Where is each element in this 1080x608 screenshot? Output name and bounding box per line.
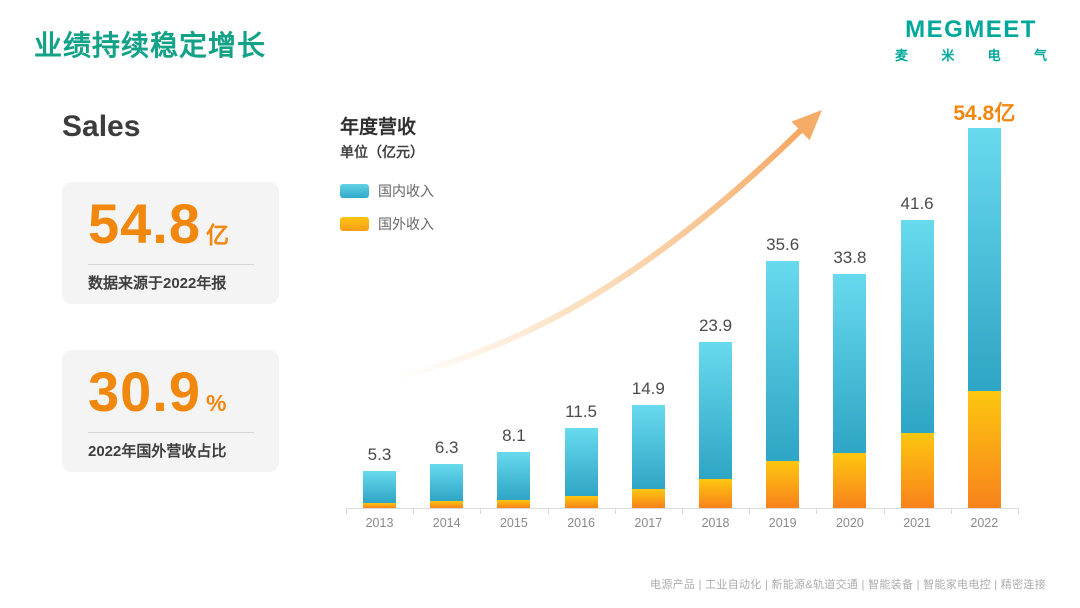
bar-2014: [430, 464, 464, 508]
stat-card-revenue: 54.8 亿 数据来源于2022年报: [62, 182, 279, 304]
legend-label-domestic: 国内收入: [378, 183, 434, 199]
axis-tick: [346, 509, 347, 514]
divider: [88, 432, 254, 433]
bar-segment-overseas: [766, 460, 800, 508]
divider: [88, 264, 254, 265]
bar-value-label: 23.9: [698, 316, 733, 336]
stat-number-revenue: 54.8: [88, 192, 201, 255]
x-tick-label: 2019: [768, 516, 797, 530]
axis-tick: [480, 509, 482, 514]
x-tick-label: 2013: [365, 516, 394, 530]
chart-unit-label: 单位（亿元）: [340, 144, 424, 160]
stat-caption-overseas-share: 2022年国外营收占比: [88, 443, 227, 460]
bar-2015: [497, 451, 531, 508]
bar-value-label: 6.3: [434, 438, 459, 458]
axis-tick: [950, 509, 952, 514]
bar-segment-domestic: [900, 219, 934, 434]
bar-2018: [699, 342, 732, 508]
bar-segment-overseas: [833, 452, 867, 508]
footer-business-lines: 电源产品 | 工业自动化 | 新能源&轨道交通 | 智能装备 | 智能家电电控 …: [650, 579, 1046, 591]
axis-tick: [547, 509, 549, 514]
x-tick-label: 2015: [499, 516, 528, 530]
bar-segment-overseas: [497, 499, 531, 508]
bar-value-label: 33.8: [833, 247, 867, 267]
x-tick-label: 2021: [903, 516, 931, 530]
bar-segment-overseas: [430, 501, 464, 508]
bar-segment-overseas: [699, 478, 732, 508]
bar-value-label: 14.9: [631, 378, 665, 398]
bar-segment-domestic: [699, 342, 732, 479]
bar-segment-domestic: [564, 428, 598, 496]
sales-heading: Sales: [62, 110, 141, 143]
x-tick-label: 2017: [634, 516, 663, 530]
legend-swatch-overseas: [340, 217, 369, 231]
plot-area: 5.3 2013 6.3 2014 8.1 2015 11.5 2016 14.9 2017 23.…: [346, 90, 1019, 530]
bar-2021: [900, 219, 934, 508]
stat-suffix-revenue: 亿: [206, 222, 229, 248]
bar-segment-overseas: [631, 489, 665, 508]
bar-segment-domestic: [967, 128, 1001, 391]
legend-item-domestic: 国内收入: [340, 181, 434, 201]
bar-segment-overseas: [564, 495, 598, 508]
bar-segment-domestic: [766, 261, 800, 461]
legend-label-overseas: 国外收入: [378, 216, 434, 232]
chart-title: 年度营收: [340, 117, 417, 138]
logo-chinese-name: 麦 米 电 气: [891, 45, 1051, 64]
stat-number-overseas-share: 30.9: [88, 360, 201, 423]
bar-2013: [363, 471, 396, 508]
legend-swatch-domestic: [340, 184, 369, 198]
axis-tick: [749, 509, 751, 514]
logo-cn-char: 电: [987, 48, 1001, 63]
axis-tick: [883, 509, 885, 514]
axis-tick: [413, 509, 415, 514]
bar-2022: [967, 128, 1001, 508]
x-axis: [346, 508, 1019, 509]
bar-segment-overseas: [900, 433, 934, 508]
x-tick-label: 2020: [835, 516, 864, 530]
bar-segment-domestic: [497, 451, 531, 500]
bar-value-label: 35.6: [766, 235, 800, 255]
axis-tick: [614, 509, 616, 514]
legend-item-overseas: 国外收入: [340, 214, 434, 234]
axis-tick: [1018, 509, 1019, 514]
growth-arrow-icon: [392, 110, 822, 381]
bar-segment-overseas: [363, 502, 396, 508]
logo-wordmark: MEGMEET: [905, 16, 1037, 43]
bar-value-label: 8.1: [502, 425, 526, 445]
x-tick-label: 2016: [567, 516, 595, 530]
x-tick-label: 2018: [701, 516, 730, 530]
logo-cn-char: 麦: [895, 48, 909, 63]
bar-segment-domestic: [833, 273, 867, 453]
stat-caption-revenue: 数据来源于2022年报: [88, 275, 227, 292]
bar-2016: [564, 428, 598, 508]
stat-card-overseas-share: 30.9 % 2022年国外营收占比: [62, 350, 279, 472]
x-tick-label: 2014: [432, 516, 461, 530]
bar-value-label: 41.6: [900, 193, 934, 213]
axis-tick: [816, 509, 818, 514]
logo-cn-char: 气: [1033, 48, 1047, 63]
logo-cn-char: 米: [941, 48, 955, 63]
bar-value-label: 54.8亿: [953, 102, 1016, 125]
bar-2017: [631, 404, 665, 508]
bar-value-label: 11.5: [565, 402, 597, 422]
bar-segment-domestic: [363, 471, 396, 503]
page-title: 业绩持续稳定增长: [34, 30, 267, 61]
bar-segment-domestic: [631, 404, 665, 490]
x-tick-label: 2022: [970, 516, 999, 530]
megmeet-logo: MEGMEET 麦 米 电 气: [891, 18, 1051, 64]
bar-2019: [766, 261, 800, 508]
bar-value-label: 5.3: [367, 445, 392, 465]
axis-tick: [682, 509, 683, 514]
bar-2020: [833, 273, 867, 508]
bar-segment-domestic: [430, 464, 464, 502]
bar-segment-overseas: [967, 390, 1001, 508]
stat-suffix-overseas-share: %: [206, 390, 227, 416]
